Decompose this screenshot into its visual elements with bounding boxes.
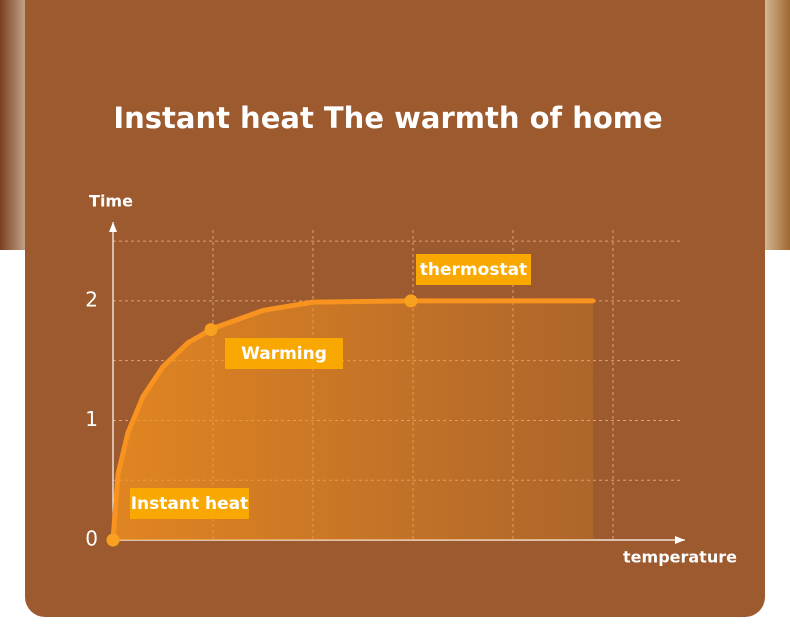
y-axis-arrow [109,222,117,232]
annotation-box [130,488,249,519]
y-tick-label: 1 [85,407,98,431]
annotation: Warming [241,344,327,364]
annotation: thermostat [420,260,527,280]
y-tick-label: 2 [85,287,98,311]
x-axis-arrow [675,536,685,544]
annotation-box [416,254,531,285]
y-axis-label: Time [89,192,133,211]
line [110,298,596,543]
annotation-box [225,338,343,369]
point-marker [204,323,218,337]
y-tick-label: 0 [85,527,98,551]
x-axis-label: temperature [623,548,737,567]
chart-title: Instant heat The warmth of home [113,101,662,135]
point-marker [404,294,418,308]
point-marker [106,533,120,547]
annotation: Instant heat [131,494,249,514]
